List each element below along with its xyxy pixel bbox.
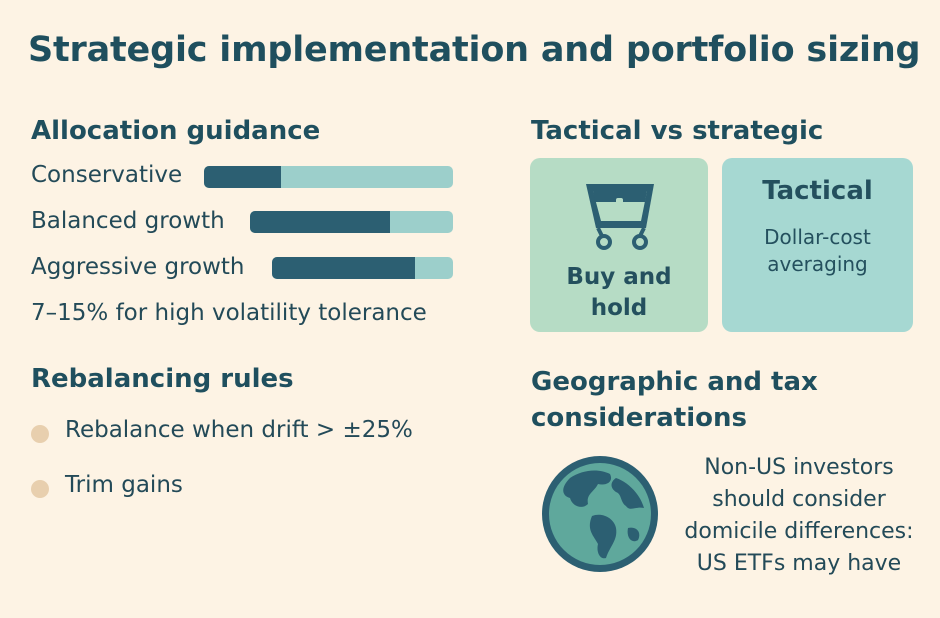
bullet-dot-icon [31,425,49,443]
allocation-heading: Allocation guidance [31,116,321,146]
allocation-label-aggressive: Aggressive growth [31,254,245,280]
page-title: Strategic implementation and portfolio s… [28,30,921,70]
buy-and-hold-card: Buy and hold [530,158,708,332]
rebalancing-heading: Rebalancing rules [31,364,294,394]
tactical-card: Tactical Dollar-cost averaging [722,158,913,332]
allocation-bar-fill [250,211,391,233]
geo-description: Non-US investors should consider domicil… [684,455,914,576]
tactical-card-subtitle: Dollar-cost averaging [764,225,871,276]
allocation-bar-conservative [204,166,453,188]
allocation-bar-aggressive [272,257,453,279]
globe-icon [542,456,658,572]
allocation-bar-fill [272,257,415,279]
allocation-label-conservative: Conservative [31,162,183,188]
allocation-bar-fill [204,166,282,188]
tactical-card-title: Tactical [762,176,873,206]
geo-heading: Geographic and tax considerations [531,367,818,433]
allocation-bar-balanced [250,211,453,233]
allocation-label-balanced: Balanced growth [31,208,225,234]
allocation-note: 7–15% for high volatility tolerance [31,300,427,326]
buy-and-hold-label: Buy and hold [566,264,672,321]
tactical-heading: Tactical vs strategic [531,116,824,146]
cart-icon [586,184,654,250]
bullet-dot-icon [31,480,49,498]
